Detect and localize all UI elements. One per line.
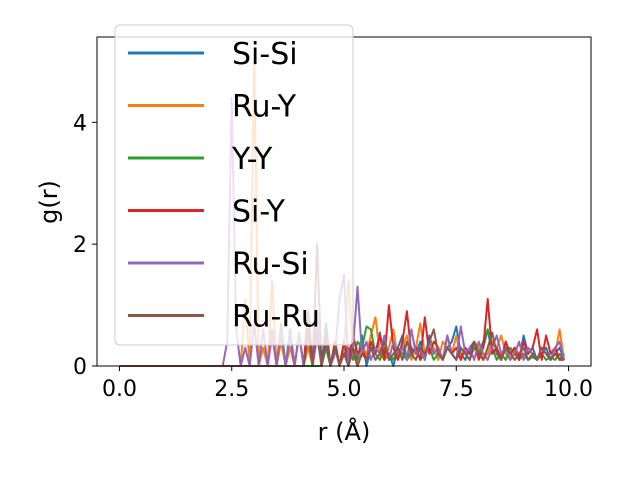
x-tick-label: 10.0 xyxy=(544,377,593,402)
legend-label: Y-Y xyxy=(231,142,273,177)
y-axis-label: g(r) xyxy=(35,180,63,224)
legend: Si-Si Ru-Y Y-Y Si-Y Ru-Si Ru-Ru xyxy=(114,24,354,346)
x-tick-label: 2.5 xyxy=(214,377,249,402)
x-tick-label: 7.5 xyxy=(439,377,474,402)
legend-label: Ru-Ru xyxy=(232,300,320,335)
legend-label: Si-Y xyxy=(232,195,286,230)
legend-label: Si-Si xyxy=(232,37,298,72)
x-axis: 0.0 2.5 5.0 7.5 10.0 xyxy=(102,366,593,402)
legend-box xyxy=(114,24,354,346)
x-tick-label: 5.0 xyxy=(327,377,362,402)
x-tick-label: 0.0 xyxy=(102,377,137,402)
y-tick-label: 2 xyxy=(73,233,87,258)
y-axis: 0 2 4 xyxy=(73,111,97,380)
x-axis-label: r (Å) xyxy=(318,417,371,446)
legend-label: Ru-Si xyxy=(232,247,309,282)
legend-label: Ru-Y xyxy=(232,90,297,125)
y-tick-label: 4 xyxy=(73,111,87,136)
y-tick-label: 0 xyxy=(73,355,87,380)
